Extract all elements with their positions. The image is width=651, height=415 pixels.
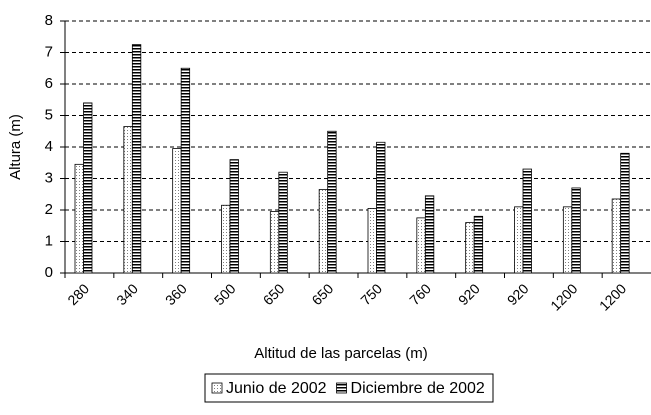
- bar: [376, 141, 386, 274]
- bar: [514, 206, 524, 274]
- x-tick-label: 340: [113, 280, 141, 308]
- y-tick-label: 1: [45, 232, 53, 249]
- x-tick-label: 1200: [547, 280, 580, 313]
- x-tick-label: 760: [406, 280, 434, 308]
- bar: [611, 198, 622, 274]
- bar: [473, 215, 484, 274]
- x-tick-label: 920: [455, 280, 483, 308]
- bar: [83, 102, 93, 274]
- y-tick-label: 7: [45, 43, 53, 60]
- y-axis-title: Altura (m): [7, 114, 24, 180]
- bar: [318, 189, 329, 274]
- bar: [416, 217, 426, 274]
- x-axis-title: Altitud de las parcelas (m): [254, 345, 427, 362]
- y-tick-label: 2: [45, 201, 53, 218]
- bar: [522, 168, 532, 274]
- x-tick-label: 650: [260, 280, 288, 308]
- bar: [131, 44, 142, 274]
- bar: [571, 187, 581, 274]
- bar: [465, 222, 475, 274]
- bar: [367, 208, 377, 274]
- y-tick-label: 6: [45, 75, 53, 92]
- y-tick-label: 4: [45, 138, 53, 155]
- bar: [278, 171, 288, 274]
- x-tick-label: 650: [308, 280, 336, 308]
- bar: [229, 159, 239, 274]
- x-tick-label: 750: [357, 280, 385, 308]
- bar: [269, 211, 280, 274]
- x-tick-label: 1200: [596, 280, 629, 313]
- bar: [221, 204, 231, 274]
- legend-box: [204, 373, 494, 403]
- bar: [123, 126, 133, 274]
- x-tick-label: 920: [504, 280, 532, 308]
- y-tick-label: 5: [45, 106, 53, 123]
- bar: [424, 195, 435, 274]
- x-tick-label: 500: [211, 280, 239, 308]
- legend-swatch: [336, 382, 347, 394]
- bar: [172, 148, 182, 274]
- bar: [74, 163, 84, 274]
- bar: [620, 152, 630, 274]
- bar: [327, 130, 337, 274]
- y-tick-label: 8: [45, 12, 53, 29]
- legend-label: Diciembre de 2002: [351, 380, 485, 397]
- legend-swatch: [211, 382, 223, 394]
- x-tick-label: 360: [162, 280, 190, 308]
- bar: [562, 206, 573, 274]
- legend-label: Junio de 2002: [226, 380, 327, 397]
- x-tick-label: 280: [64, 280, 92, 308]
- bar: [180, 67, 191, 274]
- y-tick-label: 3: [45, 169, 53, 186]
- y-tick-label: 0: [45, 264, 53, 281]
